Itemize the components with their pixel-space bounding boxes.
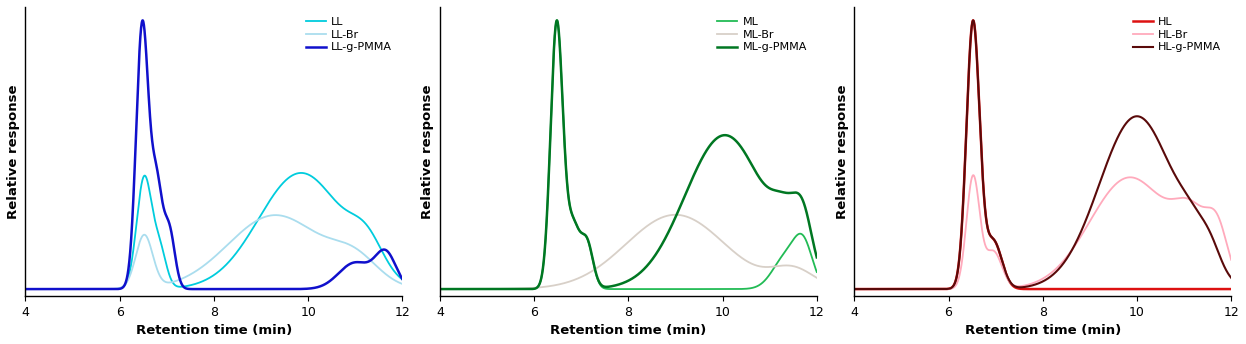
- Line: HL-Br: HL-Br: [855, 175, 1231, 289]
- ML: [761, 273, 776, 278]
- HL-Br: [912, 287, 927, 291]
- HL-g-PMMA: [1216, 264, 1231, 268]
- HL: [1216, 287, 1231, 291]
- HL: [890, 287, 905, 291]
- HL-g-PMMA: [966, 18, 981, 22]
- ML-Br: [668, 213, 683, 217]
- Line: HL: HL: [855, 20, 1231, 289]
- ML-g-PMMA: [497, 287, 512, 291]
- ML-Br: [761, 265, 776, 269]
- Line: LL: LL: [25, 173, 402, 289]
- Line: LL-Br: LL-Br: [25, 215, 402, 289]
- LL: [348, 213, 363, 217]
- Line: ML-g-PMMA: ML-g-PMMA: [440, 20, 817, 289]
- LL-g-PMMA: [179, 287, 194, 291]
- LL: [17, 287, 32, 291]
- X-axis label: Retention time (min): Retention time (min): [551, 324, 706, 337]
- X-axis label: Retention time (min): Retention time (min): [964, 324, 1121, 337]
- ML: [432, 287, 447, 291]
- HL-g-PMMA: [1176, 187, 1191, 191]
- LL: [388, 270, 402, 275]
- ML-g-PMMA: [761, 186, 776, 190]
- LL-Br: [162, 280, 177, 284]
- LL-Br: [268, 213, 283, 217]
- Legend: HL, HL-Br, HL-g-PMMA: HL, HL-Br, HL-g-PMMA: [1128, 12, 1226, 57]
- ML-Br: [577, 273, 592, 278]
- X-axis label: Retention time (min): Retention time (min): [136, 324, 292, 337]
- LL-g-PMMA: [17, 287, 32, 291]
- LL-g-PMMA: [348, 260, 363, 265]
- ML-g-PMMA: [577, 233, 592, 237]
- HL: [1176, 287, 1191, 291]
- ML-g-PMMA: [549, 18, 564, 22]
- HL-Br: [1008, 284, 1023, 288]
- ML-Br: [497, 287, 512, 291]
- HL-Br: [1176, 196, 1191, 200]
- LL-Br: [61, 287, 76, 291]
- LL-g-PMMA: [83, 287, 98, 291]
- Line: ML: ML: [440, 20, 817, 289]
- ML-g-PMMA: [432, 287, 447, 291]
- HL-Br: [890, 287, 905, 291]
- LL-g-PMMA: [163, 224, 178, 228]
- ML: [802, 248, 817, 252]
- HL-g-PMMA: [1224, 276, 1239, 280]
- HL: [847, 287, 862, 291]
- HL: [1008, 286, 1023, 290]
- ML-g-PMMA: [802, 223, 817, 227]
- LL-Br: [17, 287, 32, 291]
- LL-Br: [83, 287, 98, 291]
- ML: [476, 287, 491, 291]
- LL: [162, 275, 177, 279]
- HL-Br: [847, 287, 862, 291]
- HL: [912, 287, 927, 291]
- LL: [395, 277, 410, 281]
- Y-axis label: Relative response: Relative response: [836, 84, 849, 218]
- HL-g-PMMA: [1008, 284, 1023, 289]
- LL: [61, 287, 76, 291]
- HL-Br: [966, 173, 981, 177]
- LL-Br: [348, 245, 363, 249]
- LL-Br: [179, 275, 194, 279]
- LL-g-PMMA: [395, 277, 410, 281]
- ML: [549, 18, 564, 22]
- HL-g-PMMA: [992, 248, 1007, 252]
- HL-Br: [1216, 231, 1231, 235]
- Line: LL-g-PMMA: LL-g-PMMA: [25, 20, 402, 289]
- ML-Br: [476, 287, 491, 291]
- ML-Br: [432, 287, 447, 291]
- HL-g-PMMA: [847, 287, 862, 291]
- ML: [497, 287, 512, 291]
- Legend: ML, ML-Br, ML-g-PMMA: ML, ML-Br, ML-g-PMMA: [713, 12, 811, 57]
- Y-axis label: Relative response: Relative response: [7, 84, 20, 218]
- LL-Br: [395, 282, 410, 286]
- ML-g-PMMA: [476, 287, 491, 291]
- ML: [810, 270, 825, 274]
- HL-Br: [1224, 258, 1239, 262]
- ML-Br: [593, 263, 608, 267]
- ML: [577, 233, 592, 237]
- HL: [992, 249, 1007, 253]
- ML-g-PMMA: [810, 255, 825, 259]
- ML-Br: [810, 276, 825, 280]
- HL-Br: [992, 257, 1007, 261]
- HL-g-PMMA: [890, 287, 905, 291]
- LL: [294, 171, 309, 175]
- LL: [179, 284, 194, 288]
- HL-g-PMMA: [912, 287, 927, 291]
- LL-g-PMMA: [388, 262, 402, 267]
- ML-Br: [802, 271, 817, 276]
- LL-g-PMMA: [135, 18, 150, 22]
- HL: [1224, 287, 1239, 291]
- LL-g-PMMA: [61, 287, 76, 291]
- Y-axis label: Relative response: Relative response: [421, 84, 435, 218]
- Line: ML-Br: ML-Br: [440, 215, 817, 289]
- Line: HL-g-PMMA: HL-g-PMMA: [855, 20, 1231, 289]
- HL: [966, 18, 981, 22]
- ML-g-PMMA: [593, 282, 608, 287]
- ML: [593, 284, 608, 288]
- LL: [83, 287, 98, 291]
- LL-Br: [388, 278, 402, 282]
- Legend: LL, LL-Br, LL-g-PMMA: LL, LL-Br, LL-g-PMMA: [302, 12, 396, 57]
